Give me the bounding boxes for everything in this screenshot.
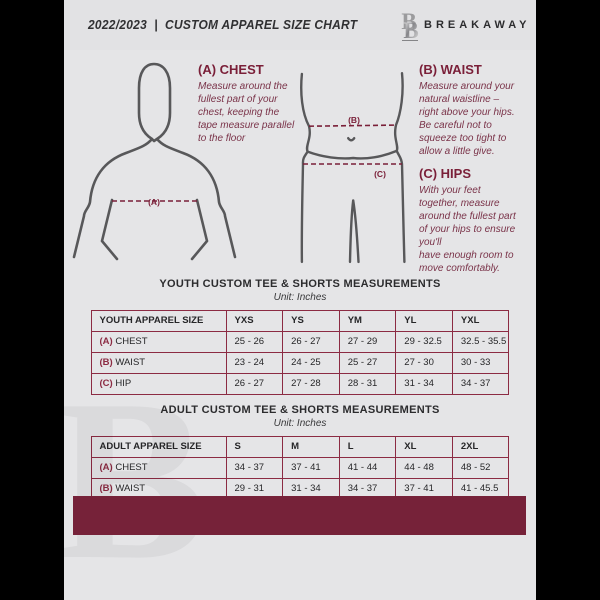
svg-text:(B): (B) [348, 115, 360, 125]
svg-text:B: B [403, 18, 418, 42]
svg-text:(C): (C) [374, 169, 386, 179]
svg-text:(A): (A) [148, 197, 160, 207]
